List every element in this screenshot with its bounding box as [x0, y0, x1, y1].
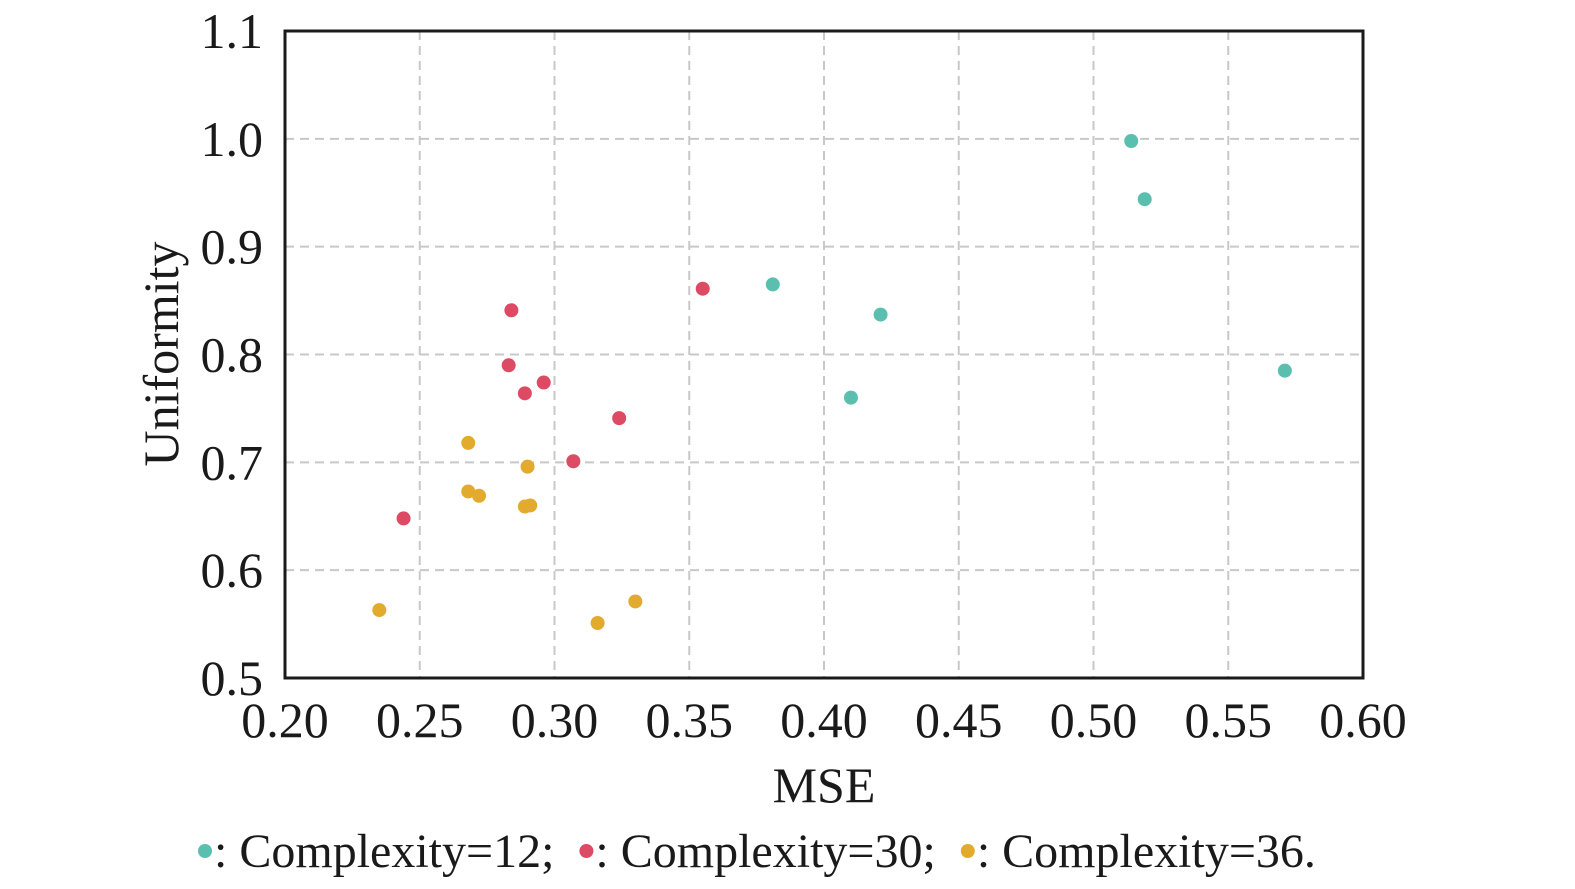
x-tick-label: 0.40	[780, 692, 868, 748]
y-tick-label: 0.7	[201, 434, 264, 490]
data-point-series-2	[396, 511, 411, 526]
data-point-series-2	[517, 386, 532, 401]
x-tick-label: 0.35	[646, 692, 734, 748]
x-tick-label: 0.55	[1185, 692, 1273, 748]
data-point-series-3	[461, 484, 476, 499]
data-point-series-2	[536, 375, 551, 390]
data-point-series-3	[372, 603, 387, 618]
x-tick-label: 0.60	[1319, 692, 1407, 748]
y-tick-label: 0.6	[201, 542, 264, 598]
legend-marker-2	[579, 844, 594, 858]
x-axis-title: MSE	[773, 757, 876, 813]
data-point-series-3	[520, 459, 535, 474]
data-points	[372, 133, 1292, 631]
data-point-series-3	[590, 616, 605, 631]
y-tick-label: 0.5	[201, 650, 264, 706]
x-tick-labels: 0.20 0.25 0.30 0.35 0.40 0.45 0.50 0.55 0.60	[241, 692, 1407, 748]
data-point-series-3	[461, 435, 476, 450]
data-point-series-2	[566, 454, 581, 469]
data-point-series-1	[765, 277, 780, 292]
data-point-series-1	[1137, 192, 1152, 207]
x-tick-label: 0.30	[511, 692, 599, 748]
data-point-series-1	[843, 390, 858, 405]
x-tick-label: 0.50	[1050, 692, 1138, 748]
legend-marker-1	[198, 844, 212, 858]
y-tick-label: 0.8	[201, 327, 264, 383]
x-tick-label: 0.25	[376, 692, 464, 748]
y-tick-label: 0.9	[201, 219, 264, 275]
legend-label-2: : Complexity=30;	[595, 825, 935, 878]
y-axis-title: Uniformity	[133, 242, 189, 467]
y-tick-label: 1.0	[201, 111, 264, 167]
data-point-series-2	[612, 411, 627, 426]
legend-label-3: : Complexity=36.	[977, 825, 1316, 878]
data-point-series-3	[472, 488, 487, 503]
data-point-series-3	[628, 594, 643, 609]
data-point-series-1	[1277, 363, 1292, 378]
data-point-series-2	[504, 303, 519, 318]
y-tick-labels: 0.5 0.6 0.7 0.8 0.9 1.0 1.1	[201, 3, 264, 706]
data-point-series-1	[1124, 133, 1139, 148]
data-point-series-1	[873, 307, 888, 322]
data-point-series-2	[695, 281, 710, 296]
plot-frame	[283, 29, 1365, 680]
x-tick-label: 0.45	[915, 692, 1003, 748]
y-tick-label: 1.1	[201, 3, 264, 59]
grid	[284, 30, 1364, 679]
legend-label-1: : Complexity=12;	[214, 825, 554, 878]
legend-marker-3	[960, 844, 975, 858]
x-tick-label: 0.20	[241, 692, 329, 748]
data-point-series-2	[501, 358, 516, 373]
legend: : Complexity=12; : Complexity=30; : Comple…	[198, 825, 1316, 878]
data-point-series-3	[523, 498, 538, 513]
